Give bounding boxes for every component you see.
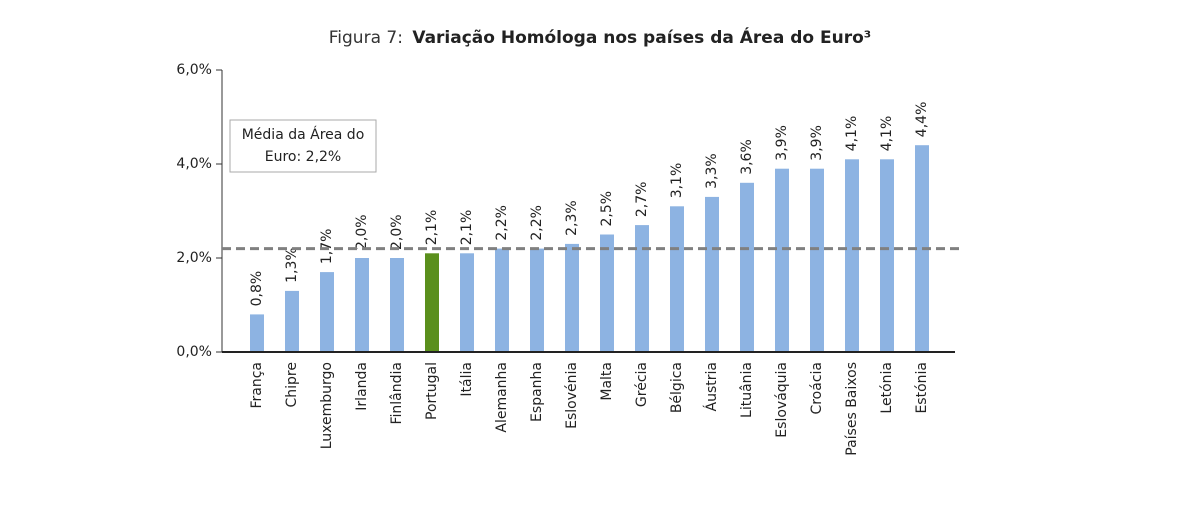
bar [810, 168, 824, 352]
x-tick-label: Estónia [914, 362, 930, 414]
bar [600, 234, 614, 352]
bar [460, 253, 474, 352]
x-tick-label: Países Baixos [844, 362, 860, 456]
value-label: 2,0% [389, 214, 405, 250]
x-tick-label: Letónia [879, 362, 895, 414]
annotation: Média da Área do [242, 126, 365, 143]
x-tick-label: Chipre [284, 362, 300, 408]
x-tick-label: Croácia [809, 362, 825, 415]
value-label: 4,1% [879, 116, 895, 152]
chart-title: Variação Homóloga nos países da Área do … [412, 26, 871, 48]
x-tick-label: Espanha [529, 362, 545, 422]
x-tick-label: Malta [599, 362, 615, 401]
x-tick-label: Finlândia [389, 362, 405, 425]
bar [250, 314, 264, 352]
x-tick-label: Luxemburgo [319, 362, 335, 449]
y-tick-label: 4,0% [176, 156, 212, 172]
x-tick-label: Eslovénia [564, 362, 580, 429]
value-label: 2,3% [564, 200, 580, 236]
x-tick-label: Alemanha [494, 362, 510, 433]
value-label: 3,9% [809, 125, 825, 161]
value-label: 1,3% [284, 247, 300, 283]
bar [635, 225, 649, 352]
bar [565, 243, 579, 352]
title-label: Figura 7: [329, 28, 403, 48]
x-tick-label: Irlanda [354, 362, 370, 411]
value-label: 2,1% [459, 210, 475, 246]
annotation-box [229, 119, 377, 173]
x-tick-label: Portugal [424, 362, 440, 420]
bar [880, 159, 894, 352]
value-label: 2,2% [494, 205, 510, 241]
x-tick-label: Itália [459, 362, 475, 397]
bar [425, 253, 439, 352]
bar [495, 248, 509, 352]
value-label: 3,3% [704, 153, 720, 189]
value-label: 1,7% [319, 229, 335, 265]
y-tick-label: 6,0% [176, 62, 212, 78]
value-label: 2,2% [529, 205, 545, 241]
value-label: 2,5% [599, 191, 615, 227]
value-label: 3,6% [739, 139, 755, 175]
annotation: Euro: 2,2% [265, 149, 341, 165]
value-label: 4,1% [844, 116, 860, 152]
value-label: 2,0% [354, 214, 370, 250]
y-tick-label: 0,0% [176, 344, 212, 360]
bar [355, 258, 369, 352]
bar [320, 272, 334, 352]
value-label: 2,1% [424, 210, 440, 246]
value-label: 3,1% [669, 163, 685, 199]
bar [530, 248, 544, 352]
bar [775, 168, 789, 352]
x-tick-label: Bélgica [669, 362, 685, 413]
x-tick-label: Lituânia [739, 362, 755, 418]
bar [845, 159, 859, 352]
x-tick-label: Eslováquia [774, 362, 790, 438]
bar [740, 182, 754, 352]
x-tick-label: França [249, 362, 265, 409]
x-tick-label: Áustria [703, 362, 720, 411]
value-label: 4,4% [914, 102, 930, 138]
value-label: 0,8% [249, 271, 265, 307]
bar [285, 290, 299, 352]
bar [390, 258, 404, 352]
value-label: 3,9% [774, 125, 790, 161]
chart-title-group: Figura 7: Variação Homóloga nos países d… [329, 26, 871, 48]
bar [705, 196, 719, 352]
value-label: 2,7% [634, 182, 650, 218]
bar [670, 206, 684, 352]
y-tick-label: 2,0% [176, 250, 212, 266]
x-tick-label: Grécia [634, 362, 650, 407]
